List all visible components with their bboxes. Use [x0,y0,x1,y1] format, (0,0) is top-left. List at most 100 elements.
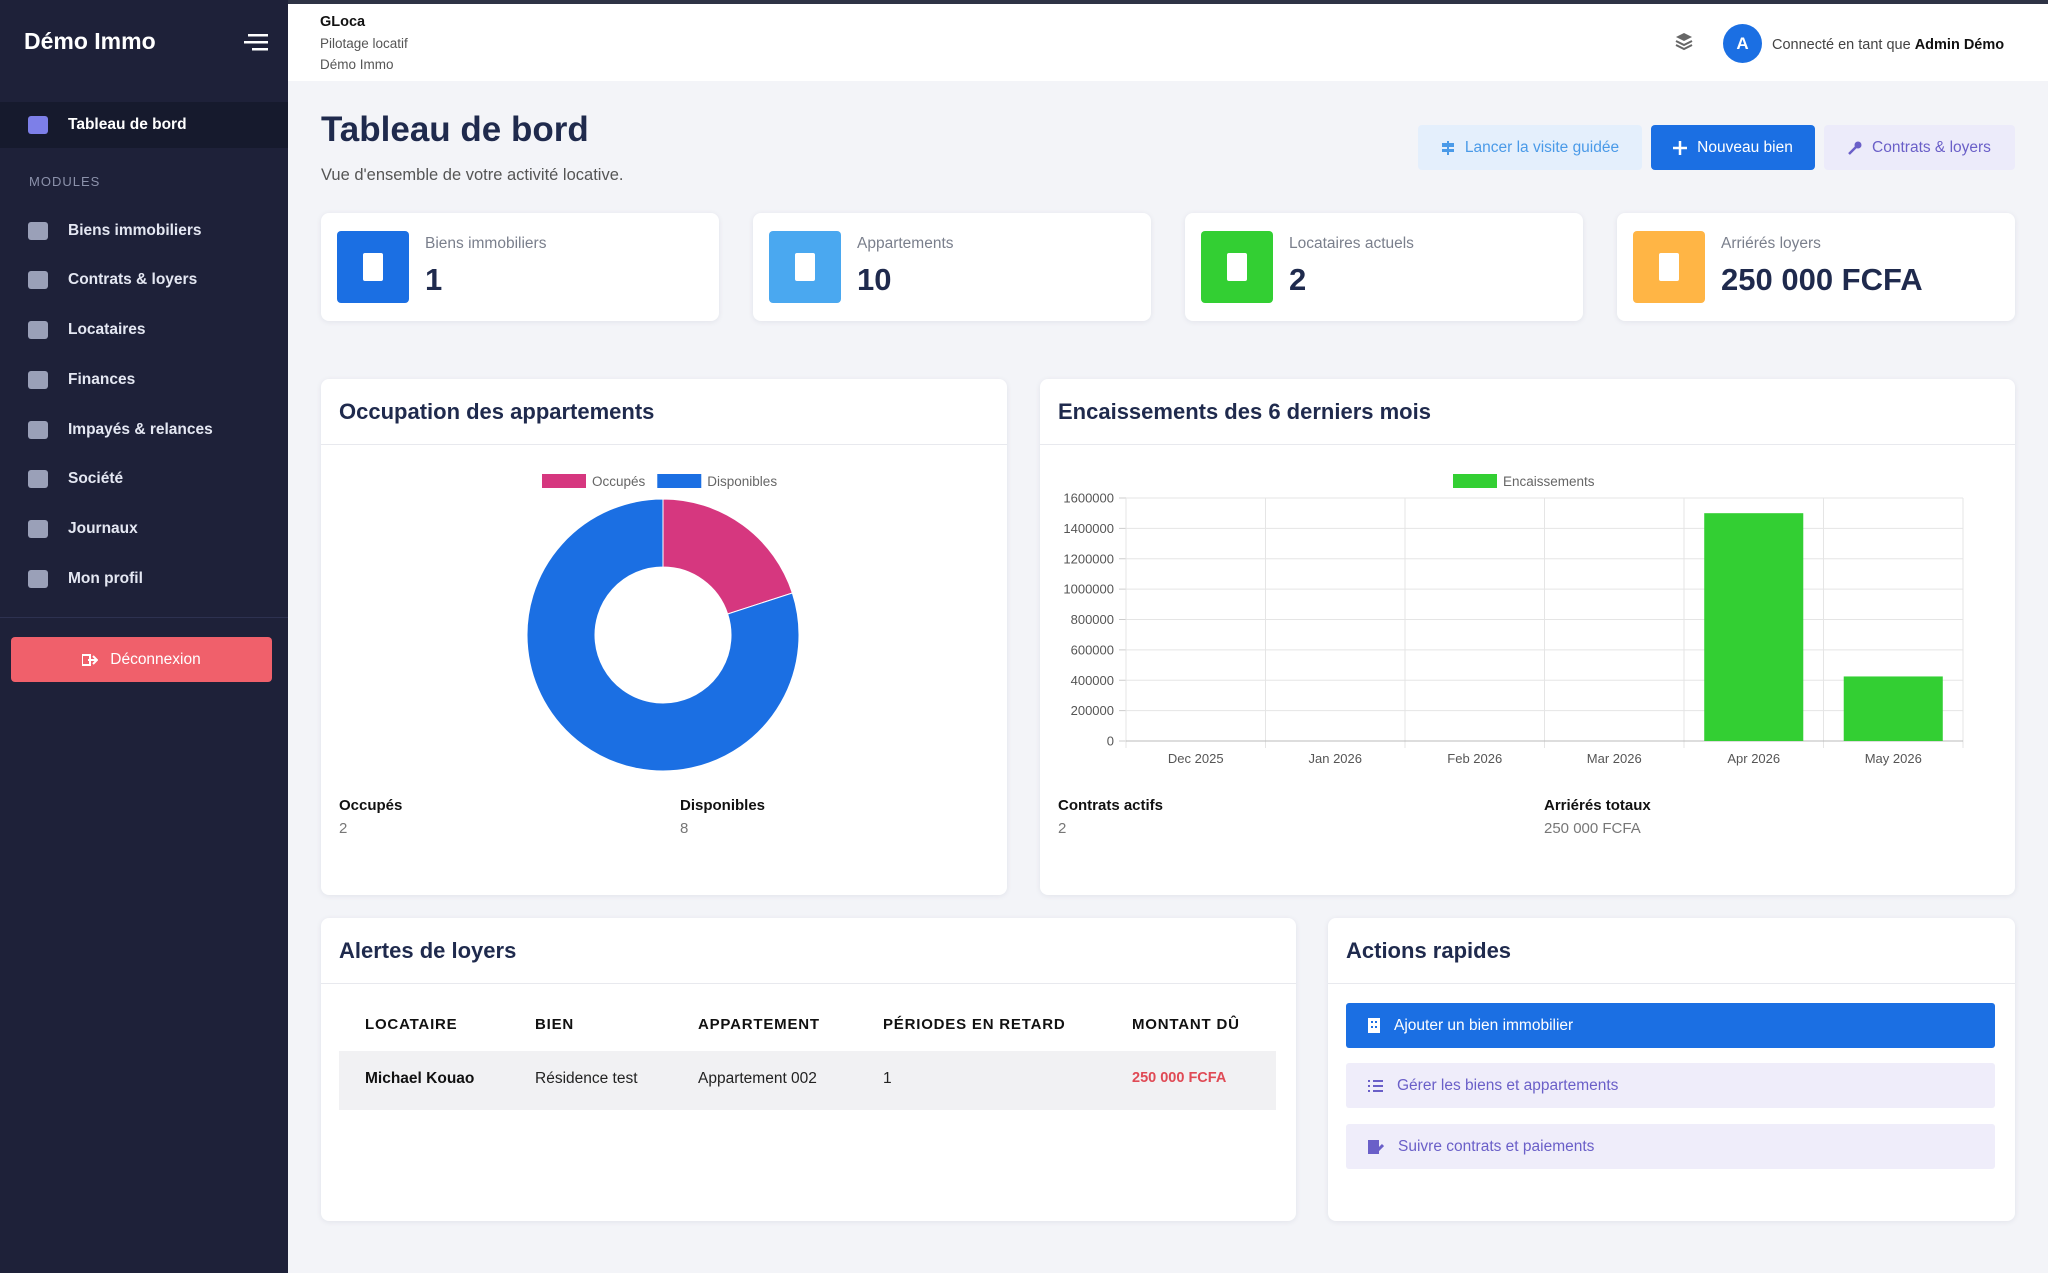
logout-button[interactable]: Déconnexion [11,637,272,682]
table-cell: 250 000 FCFA [1132,1070,1227,1086]
stat-icon [337,231,409,303]
payments-card: Encaissements des 6 derniers mois Encais… [1040,379,2015,895]
connected-prefix: Connecté en tant que [1772,37,1911,53]
sidebar: Démo Immo Tableau de bord MODULES Déconn… [0,0,288,1273]
x-tick-label: Mar 2026 [1587,751,1642,766]
stat-value: 10 [857,262,892,297]
nav-item[interactable]: Locataires [0,307,288,353]
brand: Démo Immo [24,28,156,54]
button-label: Contrats & loyers [1872,138,1991,156]
nav-label: Finances [68,371,136,388]
stat-value: 1 [425,262,443,297]
logout-icon [82,653,99,666]
table-cell: Michael Kouao [365,1070,475,1087]
new-property-button[interactable]: Nouveau bien [1651,125,1815,170]
donut-segment [662,498,793,615]
contract-icon [1368,1139,1384,1154]
action-button[interactable]: Ajouter un bien immobilier [1346,1003,1995,1048]
x-tick-label: Feb 2026 [1447,751,1502,766]
nav-item[interactable]: Société [0,456,288,502]
button-label: Lancer la visite guidée [1464,138,1620,156]
company-name: Démo Immo [320,57,394,72]
action-label: Ajouter un bien immobilier [1394,1016,1574,1034]
legend-label: Occupés [592,474,646,489]
nav-section: MODULES [29,174,101,189]
contracts-button[interactable]: Contrats & loyers [1824,125,2015,170]
stat-glyph [1227,253,1247,281]
nav-label: Locataires [68,321,146,338]
menu-toggle[interactable] [244,33,268,51]
stat-icon [769,231,841,303]
page-title: Tableau de bord [321,110,589,149]
stat-label: Locataires actuels [1289,235,1414,252]
page-subtitle: Vue d'ensemble de votre activité locativ… [321,166,624,184]
avatar[interactable]: A [1723,24,1762,63]
tour-button[interactable]: Lancer la visite guidée [1418,125,1642,170]
card-title: Actions rapides [1346,938,1512,963]
action-label: Gérer les biens et appartements [1397,1076,1619,1094]
actions-card: Actions rapides Ajouter un bien immobili… [1328,918,2015,1221]
bar-chart: Encaissements 0 200000 400000 600000 800000 10… [1063,474,1964,766]
bar [1843,676,1943,741]
card-title: Encaissements des 6 derniers mois [1058,399,1431,424]
nav-item[interactable]: Impayés & relances [0,407,288,453]
stat-label: Arriérés loyers [1721,235,1821,252]
donut-segment [526,498,800,772]
tour-icon [1441,140,1454,155]
y-tick-label: 1600000 [1063,491,1114,506]
nav-label: Contrats & loyers [68,271,198,288]
nav-icon [28,222,48,240]
table-cell: Résidence test [535,1070,638,1087]
nav-label: Journaux [68,520,138,537]
stat-label: Biens immobiliers [425,235,547,252]
summary-value: 250 000 FCFA [1544,820,1641,837]
legend-swatch [542,474,586,488]
y-tick-label: 0 [1107,734,1114,749]
x-tick-label: Apr 2026 [1727,751,1780,766]
glyph [1659,253,1679,281]
glyph [363,253,383,281]
action-button[interactable]: Suivre contrats et paiements [1346,1124,1995,1169]
nav-icon [28,421,48,439]
summary-label: Occupés [339,797,403,814]
table-header: PÉRIODES EN RETARD [883,1016,1066,1033]
list-icon [1368,1079,1383,1092]
nav-item[interactable]: Journaux [0,506,288,552]
bar [1704,513,1804,741]
card-divider [321,983,1296,984]
nav-label: Tableau de bord [68,116,187,133]
nav-icon [28,470,48,488]
card-divider [1328,983,2015,984]
action-button[interactable]: Gérer les biens et appartements [1346,1063,1995,1108]
nav-icon [28,271,48,289]
nav-item-active[interactable]: Tableau de bord [0,102,288,148]
y-tick-label: 600000 [1071,642,1114,657]
nav-item[interactable]: Biens immobiliers [0,208,288,254]
summary-value: 2 [339,820,348,837]
layers-icon[interactable] [1674,31,1694,51]
nav-icon [28,570,48,588]
nav-item[interactable]: Contrats & loyers [0,257,288,303]
topbar: GLoca Pilotage locatif Démo Immo A Conne… [288,0,2048,81]
stat-icon [1201,231,1273,303]
table-header: MONTANT DÛ [1132,1016,1240,1033]
user-name: Admin Démo [1914,37,2005,53]
x-tick-label: Dec 2025 [1168,751,1224,766]
y-tick-label: 1200000 [1063,551,1114,566]
nav-item[interactable]: Finances [0,357,288,403]
nav-label: Impayés & relances [68,421,213,438]
button-label: Nouveau bien [1697,138,1793,156]
table-header: APPARTEMENT [698,1016,820,1033]
table-header: BIEN [535,1016,575,1033]
nav-item[interactable]: Mon profil [0,556,288,602]
nav-label: Biens immobiliers [68,222,202,239]
legend-swatch [657,474,702,488]
stat-value: 250 000 FCFA [1721,262,1923,297]
card-divider [1040,444,2015,445]
legend-label: Encaissements [1503,474,1595,489]
nav-label: Société [68,470,124,487]
stat-glyph [1659,253,1679,281]
y-tick-label: 200000 [1071,703,1114,718]
legend-swatch [1453,474,1497,488]
